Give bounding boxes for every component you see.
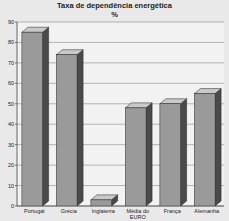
category-label: Média doEURO xyxy=(126,208,149,220)
category-label: Inglaterra xyxy=(92,208,116,214)
title: Taxa de dependência energética xyxy=(57,1,173,10)
bar-side xyxy=(146,103,152,206)
tick-label: 30 xyxy=(8,142,14,148)
bar-front xyxy=(194,94,215,206)
bars xyxy=(22,27,221,206)
bar xyxy=(160,99,187,206)
bar xyxy=(22,27,49,206)
bar-top xyxy=(22,27,49,32)
category-label: França xyxy=(164,208,182,214)
bar-front xyxy=(160,104,181,206)
bar-side xyxy=(215,89,221,206)
background xyxy=(0,0,229,221)
bar-front xyxy=(56,55,77,206)
category-label: Grécia xyxy=(61,208,78,214)
tick-label: 70 xyxy=(8,60,14,66)
bar xyxy=(194,89,221,206)
subtitle: % xyxy=(111,10,118,19)
tick-label: 60 xyxy=(8,80,14,86)
bar-front xyxy=(22,32,43,206)
bar-side xyxy=(43,27,49,206)
tick-label: 0 xyxy=(11,203,14,209)
bar-top xyxy=(91,195,118,200)
bar-top xyxy=(56,50,83,55)
chart: Taxa de dependência energética% 0 10 20 30 40… xyxy=(0,0,229,221)
grid-line xyxy=(17,206,224,207)
plot-area xyxy=(17,22,224,206)
bar xyxy=(56,50,83,206)
category-label: Portugal xyxy=(24,208,45,214)
tick-label: 90 xyxy=(8,19,14,25)
y-axis xyxy=(17,22,18,206)
bar-top xyxy=(125,103,152,108)
bar-front xyxy=(125,108,146,206)
tick-label: 40 xyxy=(8,121,14,127)
bar-front xyxy=(91,200,112,206)
tick-label: 50 xyxy=(8,101,14,107)
x-axis xyxy=(17,206,224,207)
bar-side xyxy=(181,99,187,206)
tick-label: 20 xyxy=(8,162,14,168)
tick-label: 10 xyxy=(8,183,14,189)
category-label: Alemanha xyxy=(194,208,220,214)
bar-top xyxy=(194,89,221,94)
bar xyxy=(125,103,152,206)
label-line: EURO xyxy=(130,214,147,220)
bar-top xyxy=(160,99,187,104)
bar-side xyxy=(77,50,83,206)
bar xyxy=(91,195,118,206)
grid-line xyxy=(17,22,224,23)
tick-label: 80 xyxy=(8,39,14,45)
